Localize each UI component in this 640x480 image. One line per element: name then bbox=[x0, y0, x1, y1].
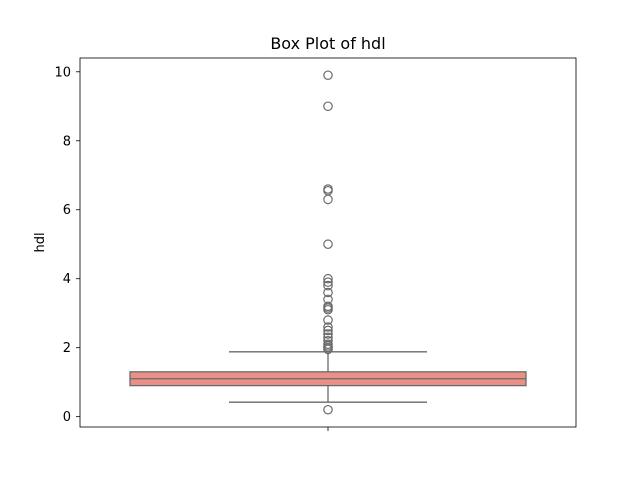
y-axis: 0 2 4 6 8 10 bbox=[54, 65, 80, 425]
outlier-point bbox=[323, 194, 333, 205]
y-tick-label: 2 bbox=[63, 341, 71, 356]
outlier-point bbox=[323, 335, 333, 346]
outlier-points bbox=[323, 70, 333, 415]
box-series bbox=[129, 351, 527, 403]
y-tick-label: 6 bbox=[63, 203, 71, 218]
outlier-point bbox=[323, 70, 333, 81]
outlier-point bbox=[323, 273, 333, 284]
outlier-point bbox=[323, 329, 333, 339]
outlier-point bbox=[323, 322, 333, 332]
y-axis-title: hdl bbox=[33, 232, 48, 252]
outlier-point bbox=[323, 101, 333, 112]
y-tick-label: 8 bbox=[63, 134, 71, 149]
outlier-point bbox=[323, 287, 333, 298]
outlier-point bbox=[323, 277, 333, 287]
outlier-point bbox=[323, 184, 333, 194]
y-tick-label: 4 bbox=[63, 272, 71, 287]
outlier-point bbox=[323, 315, 333, 325]
outlier-point bbox=[323, 339, 333, 350]
outlier-point bbox=[323, 280, 333, 291]
outlier-point bbox=[323, 239, 333, 250]
y-tick-label: 0 bbox=[63, 410, 71, 425]
outlier-point bbox=[323, 404, 333, 415]
chart-title: Box Plot of hdl bbox=[270, 34, 385, 53]
outlier-point bbox=[323, 325, 333, 336]
outlier-point bbox=[323, 294, 333, 305]
outlier-point bbox=[323, 332, 333, 343]
outlier-point bbox=[323, 301, 333, 312]
y-tick-label: 10 bbox=[54, 65, 71, 80]
